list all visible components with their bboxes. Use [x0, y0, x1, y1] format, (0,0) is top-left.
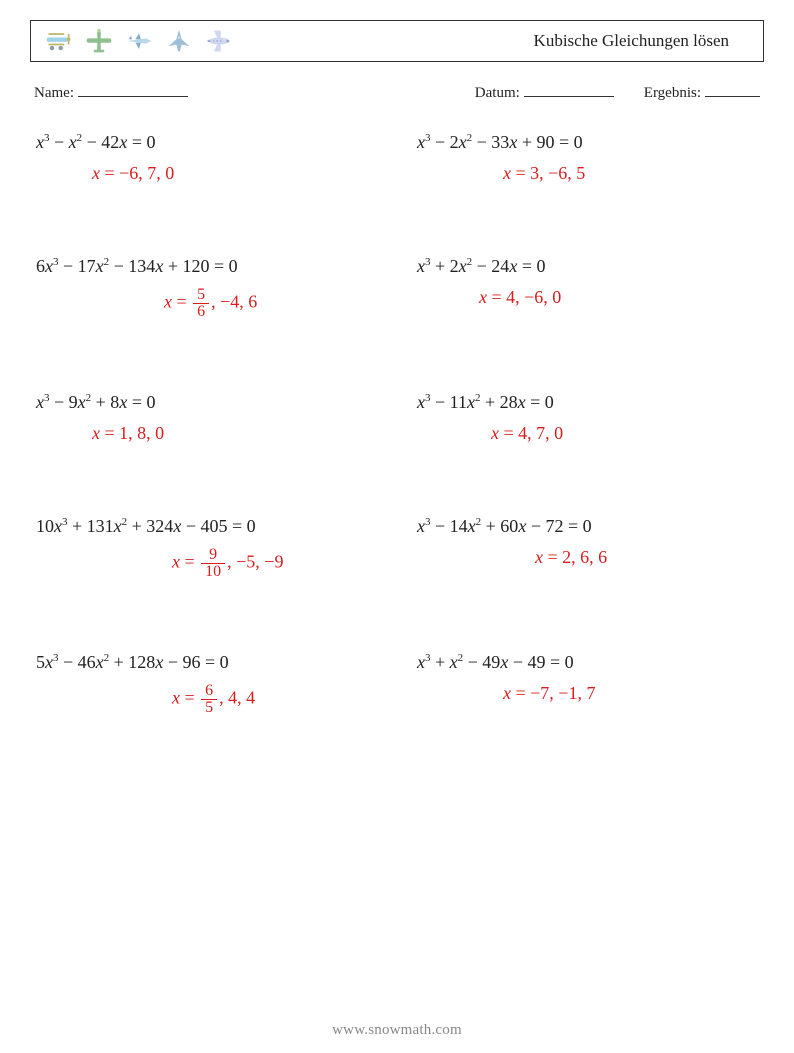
- worksheet-header: Kubische Gleichungen lösen: [30, 20, 764, 62]
- equation: 5x3 − 46x2 + 128x − 96 = 0: [36, 652, 377, 673]
- meta-row: Name: Datum: Ergebnis:: [34, 82, 760, 102]
- jet-side-icon: [125, 27, 153, 55]
- equation: x3 + x2 − 49x − 49 = 0: [417, 652, 758, 673]
- problem-5: x3 − 9x2 + 8x = 0 x = 1, 8, 0: [36, 392, 377, 444]
- equation: x3 − x2 − 42x = 0: [36, 132, 377, 153]
- problem-2: x3 − 2x2 − 33x + 90 = 0 x = 3, −6, 5: [417, 132, 758, 184]
- name-field: Name:: [34, 82, 188, 102]
- equation: 10x3 + 131x2 + 324x − 405 = 0: [36, 516, 377, 537]
- problem-6: x3 − 11x2 + 28x = 0 x = 4, 7, 0: [417, 392, 758, 444]
- result-blank: [705, 82, 760, 97]
- answer: x = −6, 7, 0: [36, 163, 377, 184]
- answer: x = 4, −6, 0: [417, 287, 758, 308]
- result-field: Ergebnis:: [644, 82, 760, 102]
- fighter-jet-icon: [165, 27, 193, 55]
- date-label: Datum:: [475, 85, 520, 101]
- problem-8: x3 − 14x2 + 60x − 72 = 0 x = 2, 6, 6: [417, 516, 758, 580]
- biplane-icon: [45, 27, 73, 55]
- answer: x = 3, −6, 5: [417, 163, 758, 184]
- problem-10: x3 + x2 − 49x − 49 = 0 x = −7, −1, 7: [417, 652, 758, 716]
- date-field: Datum:: [475, 82, 614, 102]
- equation: x3 − 2x2 − 33x + 90 = 0: [417, 132, 758, 153]
- worksheet-title: Kubische Gleichungen lösen: [534, 31, 749, 51]
- answer: x = 2, 6, 6: [417, 547, 758, 568]
- footer-url: www.snowmath.com: [0, 1022, 794, 1039]
- answer: x = 4, 7, 0: [417, 423, 758, 444]
- answer: x = 910, −5, −9: [36, 547, 377, 580]
- top-plane-icon: [85, 27, 113, 55]
- problem-3: 6x3 − 17x2 − 134x + 120 = 0 x = 56, −4, 6: [36, 256, 377, 320]
- name-label: Name:: [34, 85, 74, 101]
- equation: 6x3 − 17x2 − 134x + 120 = 0: [36, 256, 377, 277]
- name-blank: [78, 82, 188, 97]
- problem-1: x3 − x2 − 42x = 0 x = −6, 7, 0: [36, 132, 377, 184]
- airliner-icon: [205, 27, 233, 55]
- equation: x3 + 2x2 − 24x = 0: [417, 256, 758, 277]
- date-blank: [524, 82, 614, 97]
- result-label: Ergebnis:: [644, 85, 701, 101]
- equation: x3 − 11x2 + 28x = 0: [417, 392, 758, 413]
- equation: x3 − 14x2 + 60x − 72 = 0: [417, 516, 758, 537]
- answer: x = 56, −4, 6: [36, 287, 377, 320]
- problem-7: 10x3 + 131x2 + 324x − 405 = 0 x = 910, −5…: [36, 516, 377, 580]
- answer: x = 65, 4, 4: [36, 683, 377, 716]
- problem-9: 5x3 − 46x2 + 128x − 96 = 0 x = 65, 4, 4: [36, 652, 377, 716]
- problems-grid: x3 − x2 − 42x = 0 x = −6, 7, 0 x3 − 2x2 − …: [30, 132, 764, 716]
- plane-icons: [45, 27, 233, 55]
- problem-4: x3 + 2x2 − 24x = 0 x = 4, −6, 0: [417, 256, 758, 320]
- equation: x3 − 9x2 + 8x = 0: [36, 392, 377, 413]
- answer: x = −7, −1, 7: [417, 683, 758, 704]
- answer: x = 1, 8, 0: [36, 423, 377, 444]
